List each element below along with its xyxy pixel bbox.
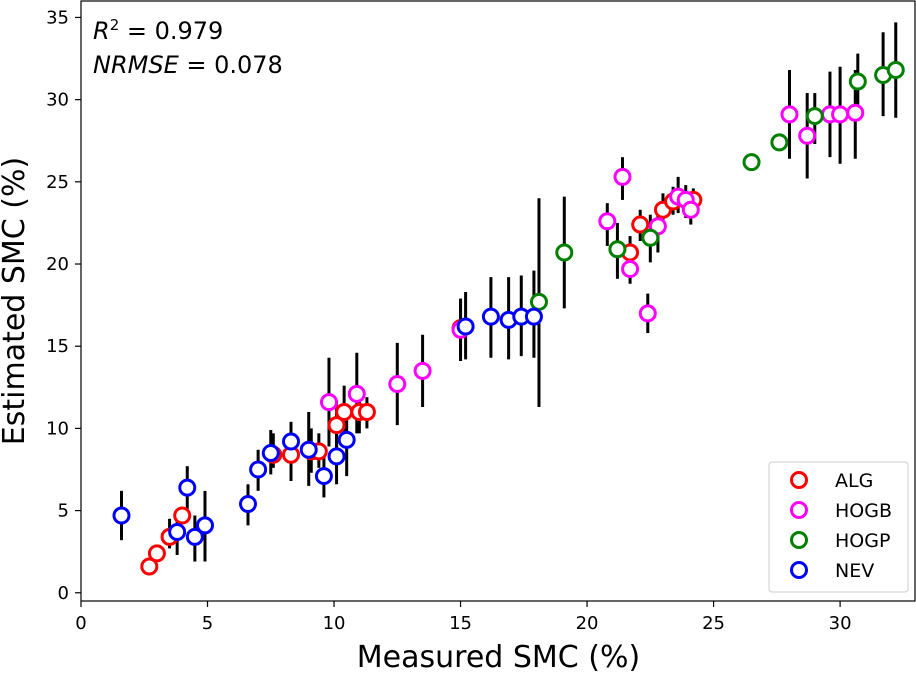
nrmse-value: = 0.078: [179, 51, 283, 79]
nev-point: [168, 522, 187, 541]
r-squared-superscript: 2: [110, 16, 120, 34]
x-axis-ticks: 0 5 10 15 20 25 30: [75, 601, 852, 634]
hogb-point: [780, 105, 799, 124]
nev-point: [299, 440, 318, 459]
nev-point: [249, 460, 268, 479]
legend-label-hogp: HOGP: [835, 530, 890, 552]
legend-box: [768, 461, 909, 593]
y-axis-label: Estimated SMC (%): [0, 157, 32, 445]
nev-point: [327, 447, 346, 466]
markers-layer: [112, 61, 905, 576]
hogp-point: [848, 72, 867, 91]
legend-marker-alg: [790, 471, 808, 489]
hogp-point: [805, 107, 824, 126]
x-tick-label: 20: [576, 613, 599, 634]
y-tick-label: 10: [46, 418, 69, 439]
legend-item-hogb: HOGB: [790, 500, 892, 522]
legend-label-alg: ALG: [835, 470, 873, 492]
hogp-point: [742, 153, 761, 172]
r-squared-symbol: R: [93, 17, 110, 45]
hogp-point: [555, 243, 574, 262]
legend-label-nev: NEV: [835, 560, 874, 582]
r-squared-annotation: R2 = 0.979: [93, 16, 223, 45]
nrmse-symbol: NRMSE: [93, 51, 180, 79]
legend-item-alg: ALG: [790, 470, 873, 492]
alg-point: [335, 402, 354, 421]
nev-point: [239, 495, 257, 514]
legend-item-hogp: HOGP: [790, 530, 890, 552]
hogb-point: [413, 361, 432, 380]
nev-point: [481, 307, 500, 326]
x-tick-label: 15: [449, 613, 472, 634]
y-tick-label: 35: [46, 7, 69, 28]
nev-point: [282, 432, 301, 451]
y-tick-label: 20: [46, 254, 69, 275]
y-tick-label: 0: [58, 583, 69, 604]
hogb-point: [621, 259, 640, 278]
x-tick-label: 25: [702, 613, 725, 634]
hogb-point: [798, 126, 817, 145]
x-tick-label: 10: [323, 613, 346, 634]
hogp-point: [608, 240, 627, 259]
hogb-point: [846, 103, 865, 122]
legend-items: ALG HOGB HOGP NEV: [790, 470, 892, 582]
legend-marker-nev: [790, 561, 808, 579]
alg-point: [173, 506, 192, 525]
hogb-point: [681, 200, 700, 219]
legend-marker-hogp: [790, 531, 808, 549]
r-squared-value: = 0.979: [119, 17, 223, 45]
x-axis-label: Measured SMC (%): [357, 640, 640, 675]
legend-marker-hogb: [790, 501, 808, 519]
x-tick-label: 0: [75, 613, 86, 634]
nev-point: [524, 307, 543, 326]
plot-frame: [80, 0, 916, 602]
alg-point: [147, 544, 166, 563]
hogb-point: [319, 393, 338, 412]
legend-item-nev: NEV: [790, 560, 874, 582]
nev-point: [456, 317, 475, 336]
hogb-point: [613, 167, 632, 186]
hogp-point: [886, 61, 905, 80]
alg-point: [631, 215, 650, 234]
y-tick-label: 5: [58, 501, 69, 522]
alg-point: [357, 402, 376, 421]
x-tick-label: 5: [202, 613, 213, 634]
hogb-point: [598, 212, 617, 231]
alg-point: [140, 557, 159, 576]
nev-point: [314, 467, 333, 486]
y-tick-label: 15: [46, 336, 69, 357]
nev-point: [261, 444, 280, 463]
y-tick-label: 30: [46, 90, 69, 111]
nev-point: [185, 527, 204, 546]
nev-point: [178, 478, 197, 497]
hogb-point: [638, 304, 657, 323]
nev-point: [195, 516, 214, 535]
hogp-point: [529, 292, 548, 311]
hogp-point: [641, 228, 660, 247]
x-tick-label: 30: [829, 613, 852, 634]
nev-point: [337, 430, 356, 449]
hogb-point: [831, 105, 850, 124]
y-axis-ticks: 0 5 10 15 20 25 30 35: [46, 7, 81, 604]
hogb-point: [347, 384, 366, 403]
nrmse-annotation: NRMSE = 0.078: [93, 51, 283, 79]
legend: ALG HOGB HOGP NEV: [768, 461, 909, 593]
hogb-point: [388, 375, 407, 394]
alg-point: [327, 416, 346, 435]
y-tick-label: 25: [46, 172, 69, 193]
legend-label-hogb: HOGB: [835, 500, 892, 522]
hogp-point: [770, 133, 789, 152]
nev-point: [112, 506, 131, 525]
